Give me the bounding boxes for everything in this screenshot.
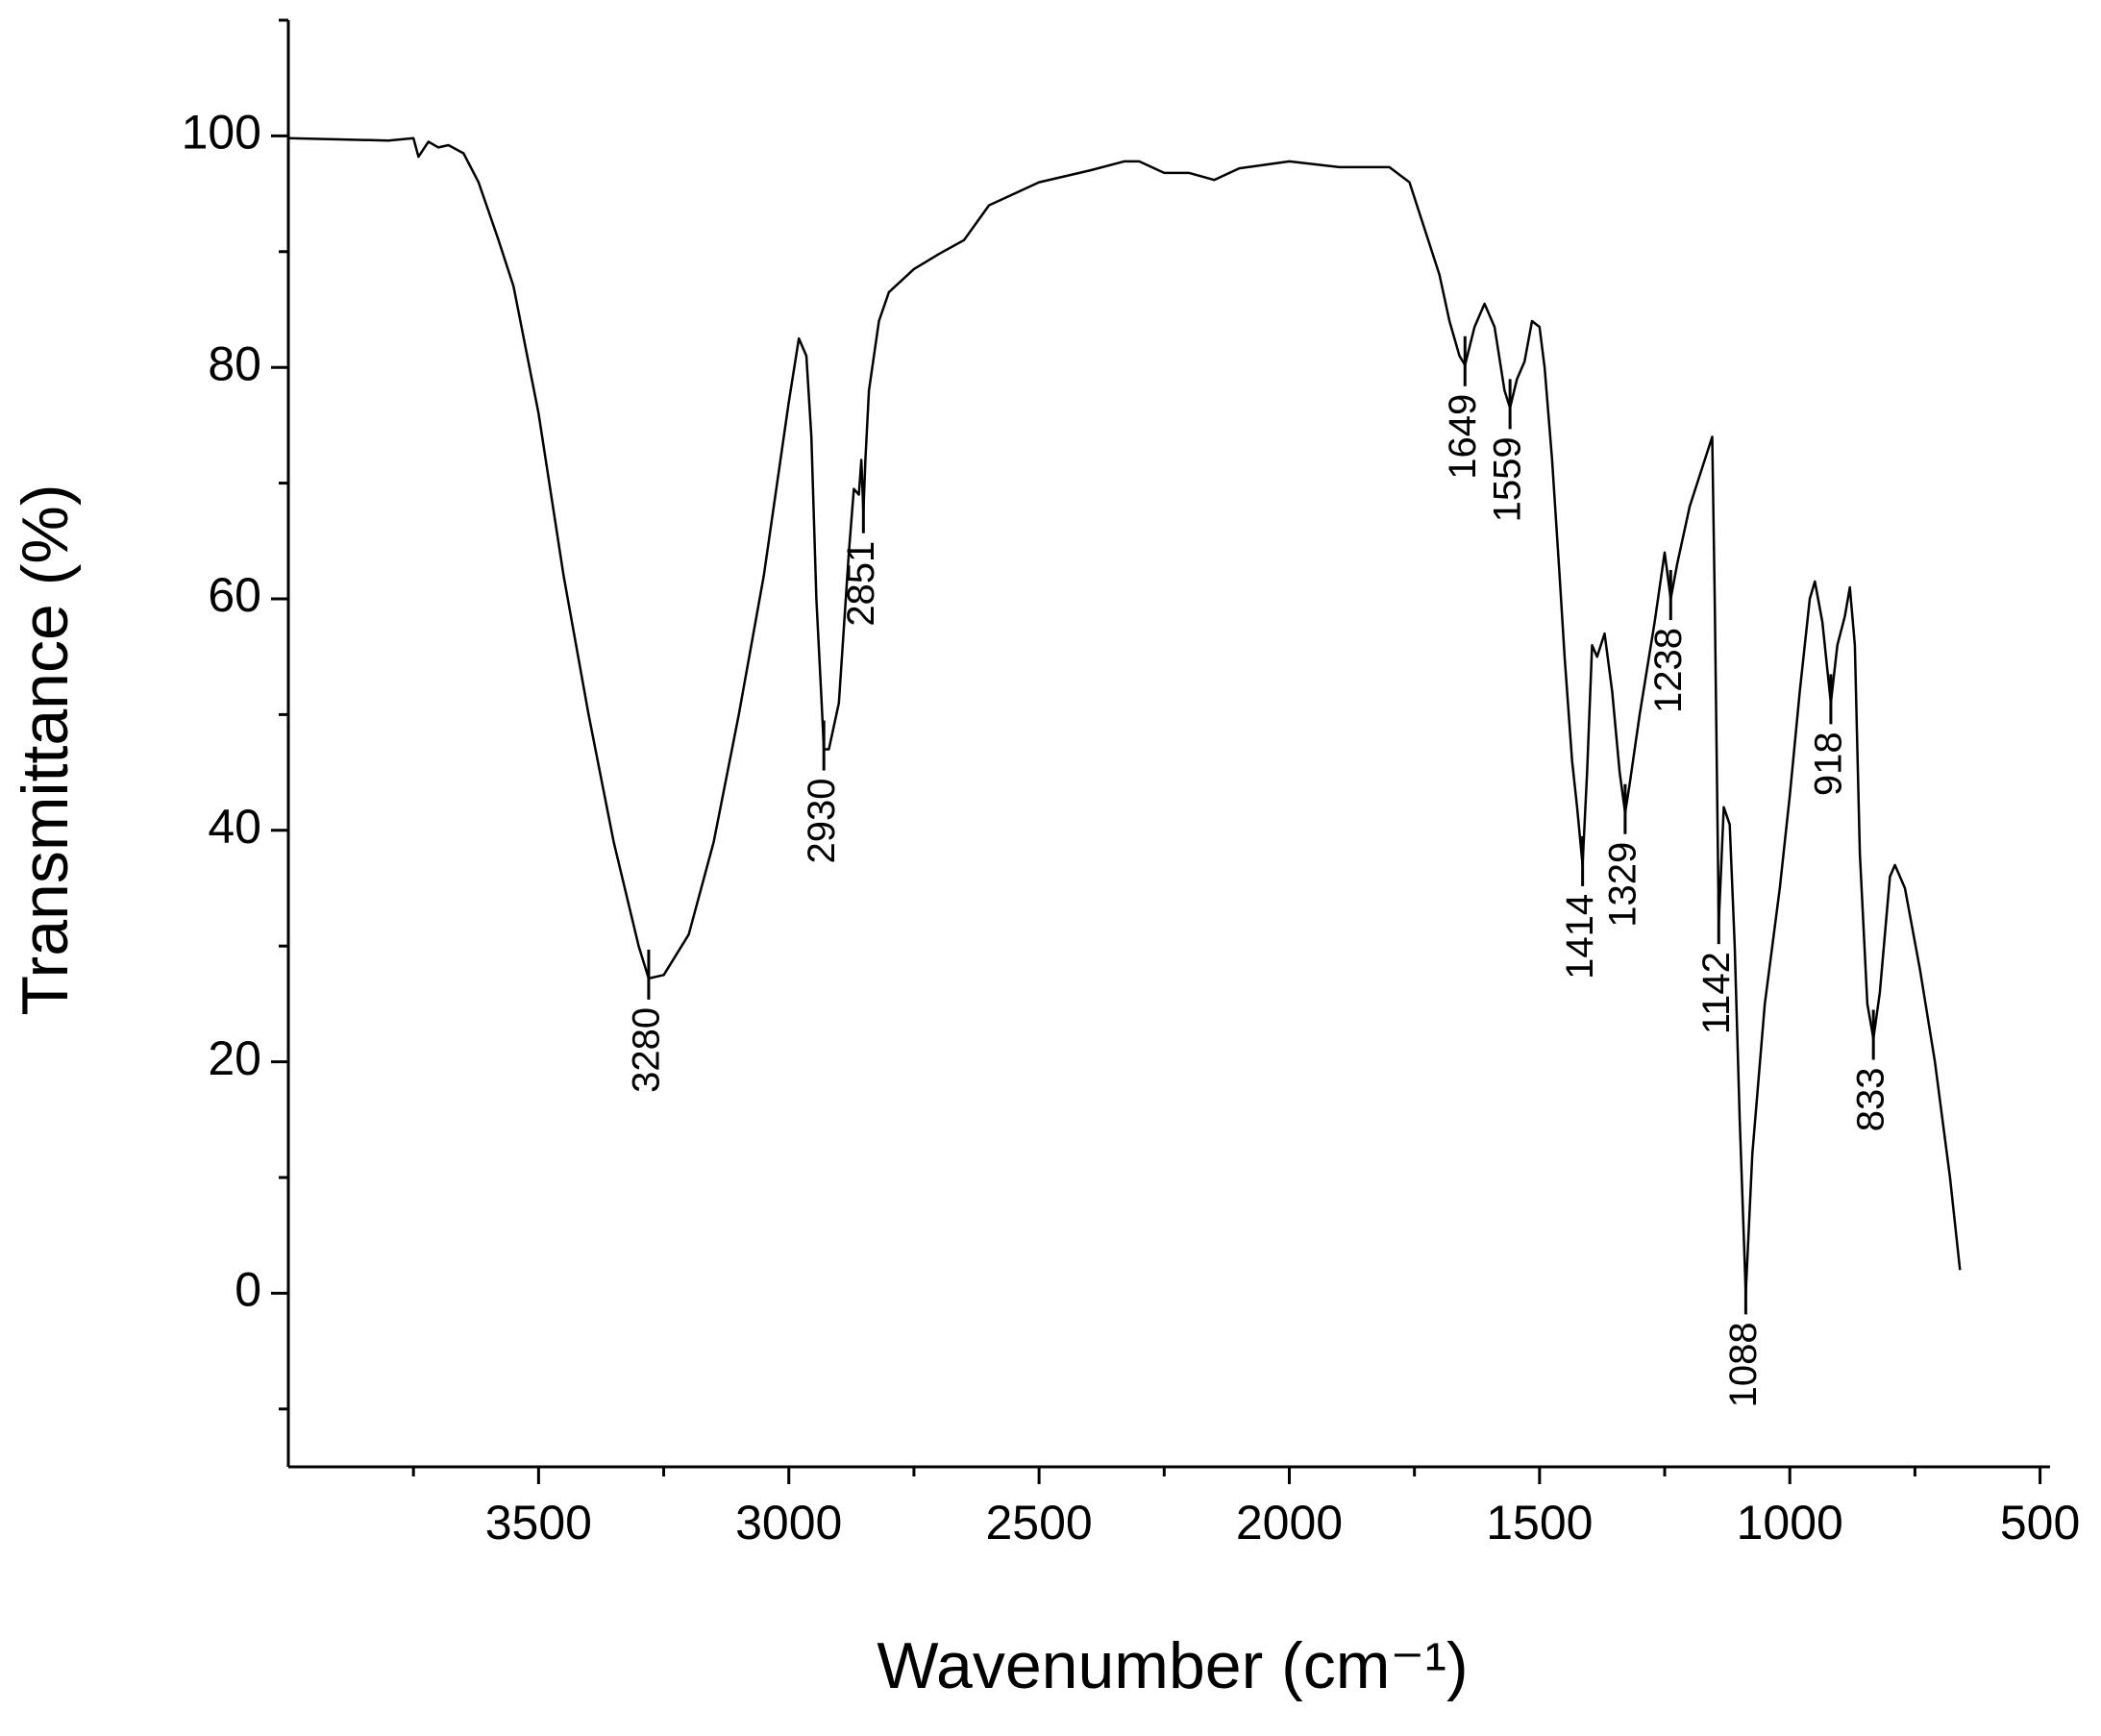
x-tick-label: 3500 (485, 1496, 592, 1550)
peak-label: 2851 (840, 541, 882, 627)
peak-label: 1649 (1442, 394, 1484, 480)
y-tick-label: 80 (208, 336, 261, 390)
peak-label: 1559 (1487, 436, 1529, 522)
x-tick-label: 1000 (1737, 1496, 1843, 1550)
peak-label: 1142 (1695, 952, 1738, 1034)
y-tick-label: 40 (208, 800, 261, 854)
y-tick-label: 0 (235, 1263, 261, 1317)
y-tick-label: 60 (208, 568, 261, 622)
x-tick-label: 2000 (1236, 1496, 1343, 1550)
spectrum-line (287, 136, 1962, 1295)
x-axis-title: Wavenumber (cm⁻¹) (877, 1629, 1468, 1702)
peak-label: 1329 (1601, 842, 1644, 928)
y-axis-title: Transmittance (%) (9, 484, 82, 1016)
x-tick-label: 500 (2000, 1496, 2080, 1550)
peak-label: 1088 (1722, 1322, 1765, 1407)
peak-label: 918 (1807, 732, 1849, 796)
peak-label: 3280 (625, 1007, 667, 1093)
x-tick-label: 2500 (985, 1496, 1092, 1550)
x-tick-label: 3000 (735, 1496, 842, 1550)
y-tick-label: 20 (208, 1031, 261, 1085)
x-tick-label: 1500 (1486, 1496, 1593, 1550)
y-tick-label: 100 (182, 106, 261, 160)
peak-label: 1414 (1559, 894, 1601, 980)
peak-label: 2930 (801, 779, 843, 864)
peak-label: 833 (1850, 1068, 1892, 1132)
peak-label: 1238 (1647, 628, 1690, 713)
